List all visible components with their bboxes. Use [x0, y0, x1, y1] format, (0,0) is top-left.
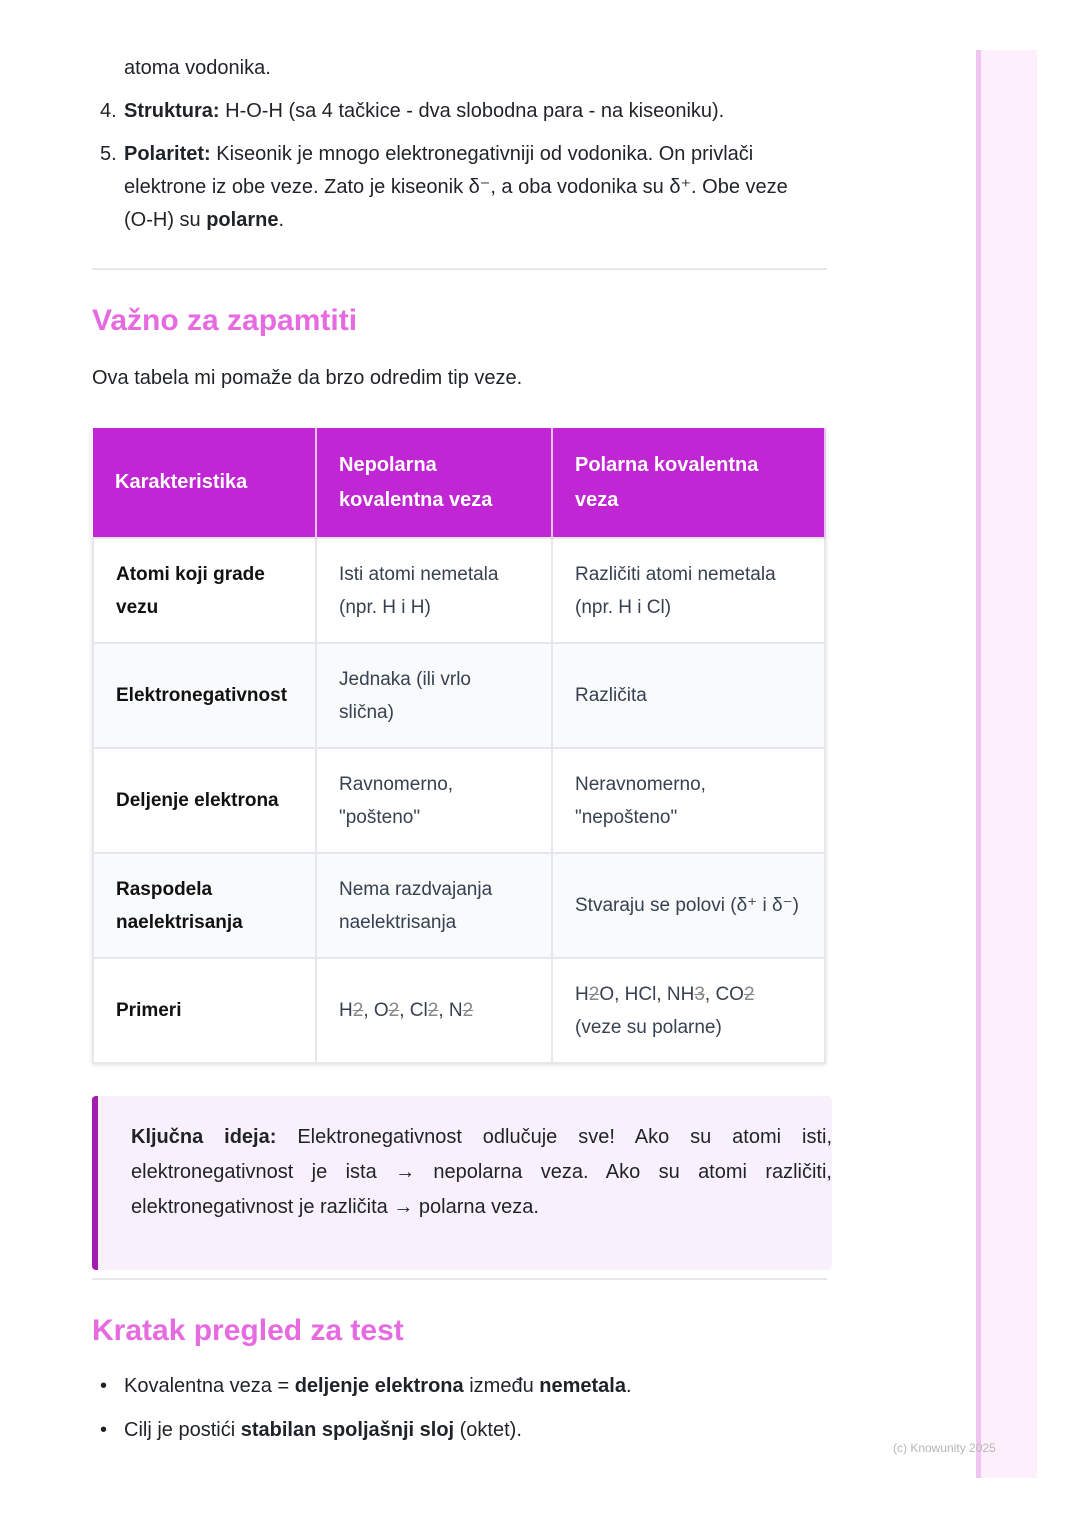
list-item: Kovalentna veza = deljenje elektrona izm… [92, 1370, 632, 1403]
cell: Atomi koji grade vezu [92, 537, 317, 644]
sidebar-strip [976, 50, 1037, 1478]
cell: Jednaka (ili vrlo slična) [315, 642, 553, 749]
list-item: 4. Struktura: H-O-H (sa 4 tačkice - dva s… [92, 95, 812, 128]
bullet-list: Kovalentna veza = deljenje elektrona izm… [92, 1370, 632, 1458]
cell: Neravnomerno, "nepošteno" [551, 747, 826, 854]
item-text: H-O-H (sa 4 tačkice - dva slobodna para … [219, 100, 725, 122]
cell: Primeri [92, 957, 317, 1064]
intro-text: Ova tabela mi pomaže da brzo odredim tip… [92, 367, 523, 389]
key-idea-callout: Ključna ideja: Elektronegativnost odluču… [92, 1096, 832, 1270]
item-number: 5. [100, 143, 117, 165]
table-row: Deljenje elektrona Ravnomerno, "pošteno" N… [92, 747, 826, 854]
cell: Isti atomi nemetala (npr. H i H) [315, 537, 553, 644]
comparison-table: Karakteristika Nepolarna kovalentna veza… [92, 428, 826, 1064]
text: Cilj je postići [124, 1419, 241, 1441]
cell: Raspodela naelektrisanja [92, 852, 317, 959]
cell: Različiti atomi nemetala (npr. H i Cl) [551, 537, 826, 644]
list-continuation: atoma vodonika. [124, 57, 271, 79]
cell: Različita [551, 642, 826, 749]
bold-text: nemetala [539, 1375, 626, 1397]
text: (oktet). [454, 1419, 522, 1441]
callout-text: Elektronegativnost odlučuje sve! Ako su … [131, 1126, 832, 1218]
divider [92, 268, 827, 270]
item-number: 4. [100, 100, 117, 122]
item-end: . [278, 209, 285, 231]
cell: Elektronegativnost [92, 642, 317, 749]
section-heading: Kratak pregled za test [92, 1314, 404, 1347]
numbered-list: 4. Struktura: H-O-H (sa 4 tačkice - dva s… [92, 95, 812, 247]
cell: Deljenje elektrona [92, 747, 317, 854]
header-cell: Karakteristika [93, 428, 317, 538]
text: između [463, 1375, 540, 1397]
section-heading: Važno za zapamtiti [92, 304, 358, 337]
table-row: Primeri H2, O2, Cl2, N2 H2O, HCl, NH3, CO2… [92, 957, 826, 1064]
list-item: 5. Polaritet: Kiseonik je mnogo elektrone… [92, 138, 812, 237]
text: . [625, 1375, 632, 1397]
text: Kovalentna veza = [124, 1375, 295, 1397]
item-bold: polarne [206, 209, 279, 231]
table-row: Elektronegativnost Jednaka (ili vrlo slič… [92, 642, 826, 749]
header-cell: Nepolarna kovalentna veza [316, 428, 553, 538]
cell: H2, O2, Cl2, N2 [315, 957, 553, 1064]
divider [92, 1278, 827, 1280]
cell: Ravnomerno, "pošteno" [315, 747, 553, 854]
header-cell: Polarna kovalentna veza [552, 428, 826, 538]
item-label: Polaritet: [124, 143, 211, 165]
bold-text: deljenje elektrona [294, 1375, 464, 1397]
item-label: Struktura: [124, 100, 220, 122]
callout-label: Ključna ideja: [131, 1126, 277, 1148]
bold-text: stabilan spoljašnji sloj [240, 1419, 455, 1441]
cell: Nema razdvajanja naelektrisanja [315, 852, 553, 959]
item-text: Kiseonik je mnogo elektronegativniji od … [124, 143, 788, 231]
table-row: Atomi koji grade vezu Isti atomi nemetala… [92, 537, 826, 644]
table-header: Karakteristika Nepolarna kovalentna veza… [93, 428, 826, 538]
cell: H2O, HCl, NH3, CO2 (veze su polarne) [551, 957, 826, 1064]
list-item: Cilj je postići stabilan spoljašnji sloj… [92, 1414, 632, 1447]
copyright-footer: (c) Knowunity 2025 [893, 1441, 996, 1455]
table-row: Raspodela naelektrisanja Nema razdvajanja… [92, 852, 826, 959]
cell: Stvaraju se polovi (δ⁺ i δ⁻) [551, 852, 826, 959]
